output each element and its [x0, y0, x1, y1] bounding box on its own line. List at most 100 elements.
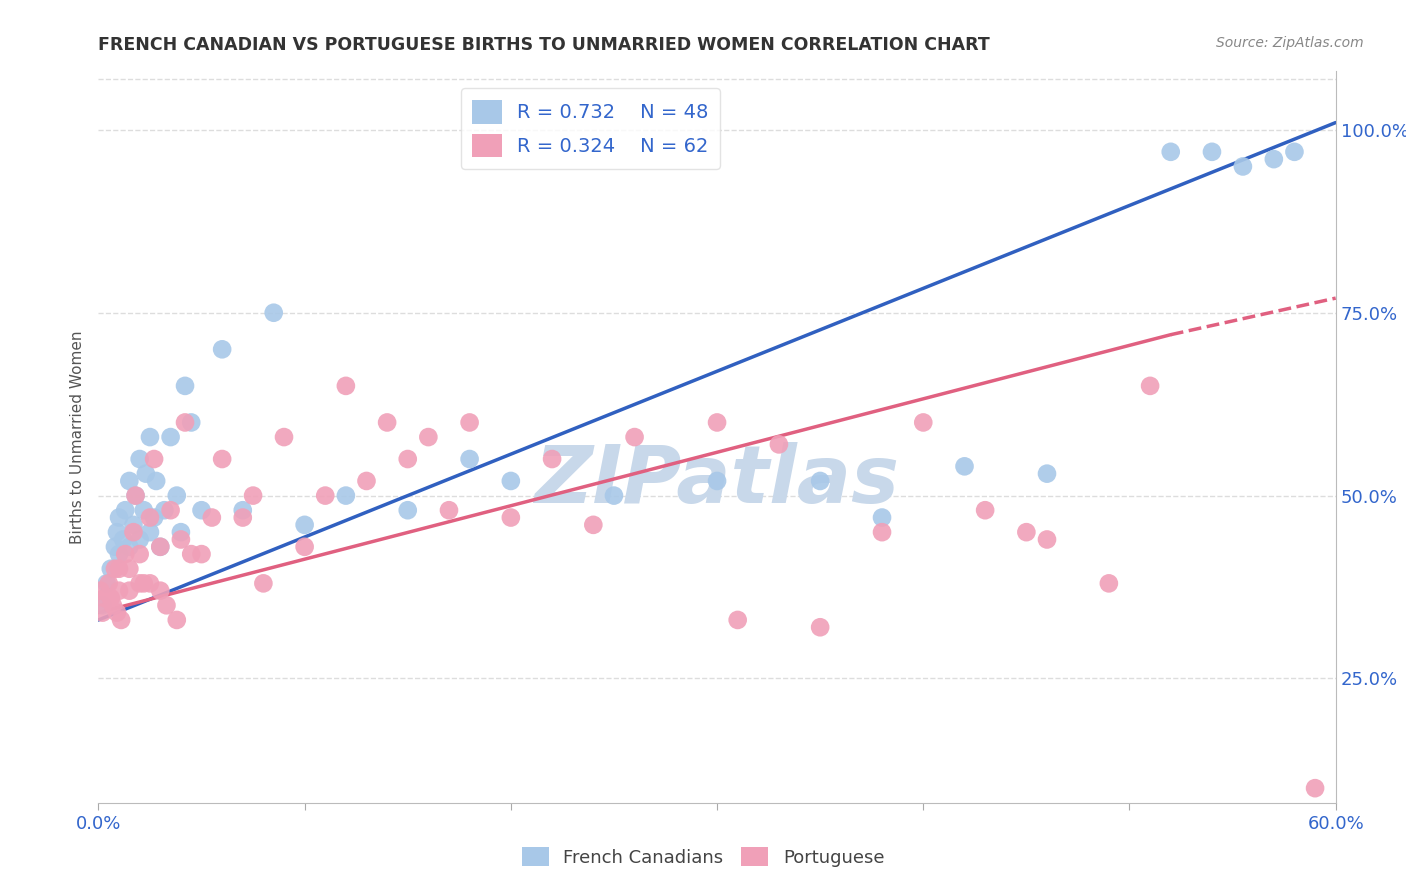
Point	[190, 503, 212, 517]
Point	[1139, 379, 1161, 393]
Point	[252, 576, 274, 591]
Point	[870, 525, 893, 540]
Point	[166, 489, 188, 503]
Point	[108, 510, 131, 524]
Point	[100, 562, 122, 576]
Point	[100, 591, 122, 605]
Text: ZIPatlas: ZIPatlas	[534, 442, 900, 520]
Point	[114, 503, 136, 517]
Point	[458, 452, 481, 467]
Point	[211, 452, 233, 467]
Point	[105, 606, 128, 620]
Point	[727, 613, 749, 627]
Point	[159, 503, 181, 517]
Point	[118, 474, 141, 488]
Point	[132, 576, 155, 591]
Point	[396, 452, 419, 467]
Point	[118, 583, 141, 598]
Point	[953, 459, 976, 474]
Point	[1098, 576, 1121, 591]
Point	[91, 606, 114, 620]
Point	[128, 533, 150, 547]
Point	[155, 599, 177, 613]
Point	[1036, 533, 1059, 547]
Point	[582, 517, 605, 532]
Point	[153, 503, 176, 517]
Point	[706, 416, 728, 430]
Point	[166, 613, 188, 627]
Point	[808, 620, 831, 634]
Point	[139, 430, 162, 444]
Point	[458, 416, 481, 430]
Point	[273, 430, 295, 444]
Point	[1160, 145, 1182, 159]
Point	[201, 510, 224, 524]
Point	[314, 489, 336, 503]
Point	[132, 503, 155, 517]
Point	[418, 430, 440, 444]
Point	[190, 547, 212, 561]
Point	[122, 525, 145, 540]
Point	[174, 416, 197, 430]
Point	[108, 547, 131, 561]
Point	[101, 599, 124, 613]
Point	[135, 467, 157, 481]
Point	[180, 547, 202, 561]
Point	[122, 517, 145, 532]
Point	[170, 533, 193, 547]
Point	[808, 474, 831, 488]
Point	[89, 583, 111, 598]
Point	[110, 613, 132, 627]
Point	[541, 452, 564, 467]
Point	[335, 489, 357, 503]
Point	[143, 510, 166, 524]
Point	[1303, 781, 1326, 796]
Point	[232, 503, 254, 517]
Point	[124, 489, 146, 503]
Point	[706, 474, 728, 488]
Text: Source: ZipAtlas.com: Source: ZipAtlas.com	[1216, 36, 1364, 50]
Point	[128, 576, 150, 591]
Point	[104, 540, 127, 554]
Point	[1015, 525, 1038, 540]
Point	[499, 510, 522, 524]
Point	[623, 430, 645, 444]
Point	[1232, 160, 1254, 174]
Point	[118, 562, 141, 576]
Point	[112, 533, 135, 547]
Point	[139, 525, 162, 540]
Point	[974, 503, 997, 517]
Point	[108, 583, 131, 598]
Text: FRENCH CANADIAN VS PORTUGUESE BIRTHS TO UNMARRIED WOMEN CORRELATION CHART: FRENCH CANADIAN VS PORTUGUESE BIRTHS TO …	[98, 36, 990, 54]
Point	[124, 489, 146, 503]
Point	[128, 452, 150, 467]
Point	[1263, 152, 1285, 166]
Point	[139, 510, 162, 524]
Point	[263, 306, 285, 320]
Point	[768, 437, 790, 451]
Point	[1036, 467, 1059, 481]
Point	[211, 343, 233, 357]
Point	[294, 517, 316, 532]
Point	[242, 489, 264, 503]
Point	[91, 599, 114, 613]
Point	[93, 591, 115, 605]
Point	[356, 474, 378, 488]
Point	[149, 583, 172, 598]
Point	[1284, 145, 1306, 159]
Point	[145, 474, 167, 488]
Point	[870, 510, 893, 524]
Point	[232, 510, 254, 524]
Point	[108, 562, 131, 576]
Point	[396, 503, 419, 517]
Point	[105, 525, 128, 540]
Point	[128, 547, 150, 561]
Point	[139, 576, 162, 591]
Y-axis label: Births to Unmarried Women: Births to Unmarried Women	[69, 330, 84, 544]
Point	[149, 540, 172, 554]
Point	[159, 430, 181, 444]
Point	[375, 416, 398, 430]
Point	[499, 474, 522, 488]
Point	[170, 525, 193, 540]
Point	[97, 576, 120, 591]
